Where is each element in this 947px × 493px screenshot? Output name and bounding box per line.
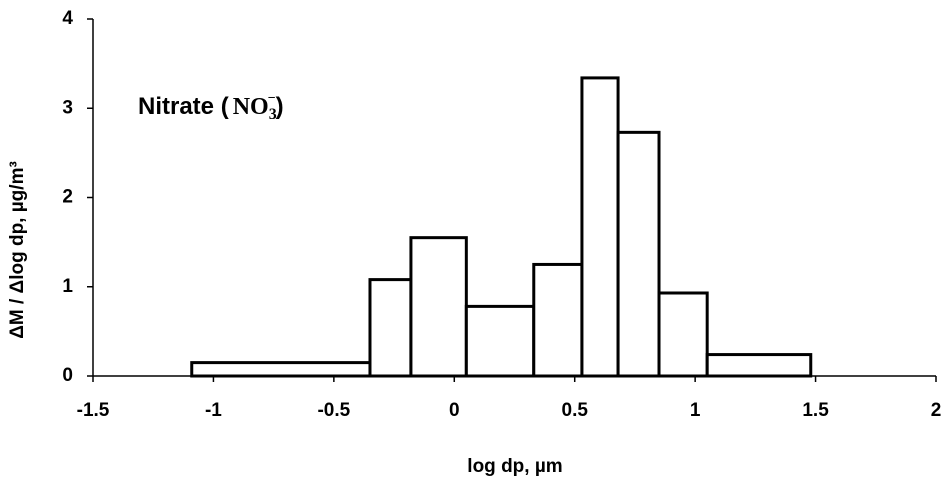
bar: [464, 304, 536, 378]
x-tick-label: 0: [449, 400, 460, 421]
x-tick-label: 1: [690, 400, 701, 421]
bar: [190, 361, 372, 378]
x-tick-label: -1: [205, 400, 222, 421]
y-axis-label: ΔM / Δlog dp, µg/m³: [7, 161, 28, 339]
y-tick-label: 0: [62, 365, 73, 386]
bar: [705, 353, 813, 378]
bar: [657, 291, 709, 378]
x-tick-label: -0.5: [317, 400, 350, 421]
bar: [532, 262, 584, 378]
x-axis-label: log dp, µm: [467, 456, 562, 477]
x-tick-label: -1.5: [77, 400, 110, 421]
y-tick-label: 3: [62, 97, 73, 118]
annotation-formula: NO: [233, 94, 269, 120]
bar: [368, 278, 413, 378]
x-tick-label: 0.5: [562, 400, 589, 421]
annotation-close: ): [276, 93, 284, 120]
annotation-text: Nitrate (: [138, 93, 229, 120]
annotation-sub: 3: [269, 106, 277, 123]
bar: [409, 236, 468, 378]
bar: [616, 130, 661, 378]
y-tick-label: 2: [62, 187, 73, 208]
y-tick-label: 1: [62, 276, 73, 297]
annotation-sup: −: [268, 91, 276, 106]
y-tick-label: 4: [62, 8, 73, 29]
x-tick-label: 1.5: [802, 400, 829, 421]
bar: [580, 76, 620, 378]
annotation: Nitrate (NO3−): [138, 91, 284, 122]
x-tick-label: 2: [931, 400, 942, 421]
